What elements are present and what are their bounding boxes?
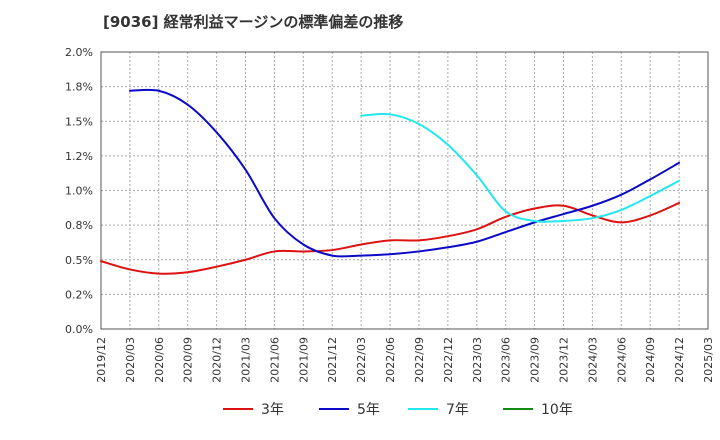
plot-background bbox=[101, 52, 708, 329]
x-tick-label: 2023/12 bbox=[557, 337, 570, 383]
x-tick-label: 2024/12 bbox=[673, 337, 686, 383]
x-tick-label: 2024/03 bbox=[586, 337, 599, 383]
x-tick-label: 2022/12 bbox=[442, 337, 455, 383]
x-tick-label: 2021/03 bbox=[240, 337, 253, 383]
y-tick-label: 1.8% bbox=[65, 81, 93, 94]
x-tick-label: 2022/03 bbox=[355, 337, 368, 383]
legend-label-1: 3年 bbox=[261, 402, 284, 418]
legend-label-3: 7年 bbox=[446, 402, 469, 418]
x-tick-label: 2023/03 bbox=[471, 337, 484, 383]
y-tick-label: 1.5% bbox=[65, 115, 93, 128]
chart-title: [9036] 経常利益マージンの標準偏差の推移 bbox=[103, 13, 404, 31]
legend: 3年 5年 7年 10年 bbox=[223, 402, 573, 418]
series-line-3 bbox=[360, 112, 681, 223]
series-lines bbox=[100, 88, 681, 275]
x-tick-label: 2019/12 bbox=[95, 337, 108, 383]
x-tick-label: 2021/12 bbox=[326, 337, 339, 383]
x-tick-label: 2023/06 bbox=[500, 337, 513, 383]
y-tick-label: 1.0% bbox=[65, 185, 93, 198]
x-tick-label: 2022/06 bbox=[384, 337, 397, 383]
plot-frame bbox=[100, 51, 709, 330]
x-tick-label: 2020/06 bbox=[153, 337, 166, 383]
y-tick-label: 0.8% bbox=[65, 219, 93, 232]
y-tick-label: 0.2% bbox=[65, 288, 93, 301]
y-tick-label: 0.0% bbox=[65, 323, 93, 336]
y-tick-label: 0.5% bbox=[65, 254, 93, 267]
x-tick-label: 2020/09 bbox=[182, 337, 195, 383]
x-tick-label: 2025/03 bbox=[702, 337, 715, 383]
x-tick-label: 2022/09 bbox=[413, 337, 426, 383]
x-tick-label: 2020/12 bbox=[211, 337, 224, 383]
x-tick-label: 2023/09 bbox=[529, 337, 542, 383]
legend-label-2: 5年 bbox=[357, 402, 380, 418]
axes: 0.0% 0.2% 0.5% 0.8% 1.0% 1.2% 1.5% 1.8% 2.0% 2019… bbox=[65, 46, 715, 383]
y-tick-label: 1.2% bbox=[65, 150, 93, 163]
x-tick-label: 2021/09 bbox=[297, 337, 310, 383]
y-tick-label: 2.0% bbox=[65, 46, 93, 59]
x-tick-label: 2021/06 bbox=[268, 337, 281, 383]
x-tick-label: 2024/06 bbox=[615, 337, 628, 383]
x-tick-label: 2024/09 bbox=[644, 337, 657, 383]
x-tick-label: 2020/03 bbox=[124, 337, 137, 383]
legend-label-4: 10年 bbox=[541, 402, 573, 418]
series-line-2 bbox=[128, 88, 681, 258]
series-line-1 bbox=[100, 201, 681, 275]
